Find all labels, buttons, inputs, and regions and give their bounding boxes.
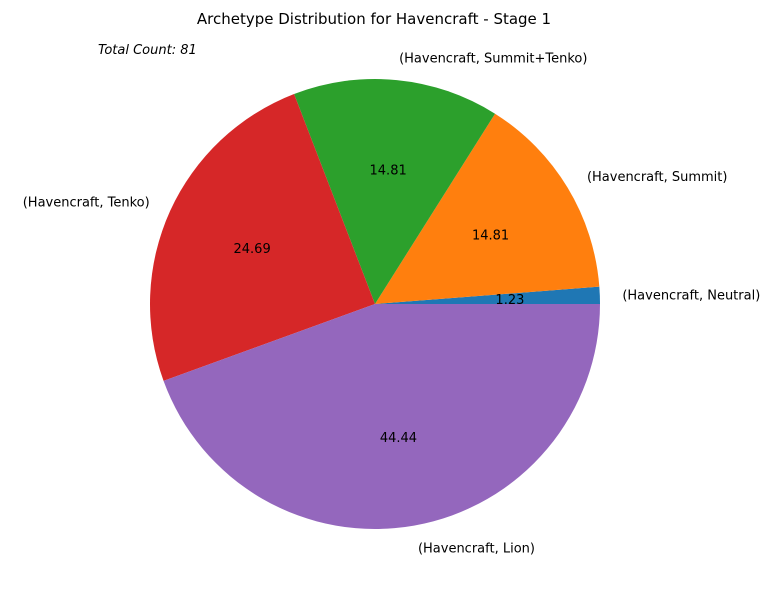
pie-slice [149,94,375,381]
slice-value-label: 24.69 [234,242,271,257]
pie-slice [375,113,600,304]
slice-category-label: (Havencraft, Summit+Tenko) [399,52,587,67]
total-count-annotation: Total Count: 81 [98,43,197,58]
pie-labels: (Havencraft, Neutral) 1.23 (Havencraft, Su… [23,52,761,557]
pie-slice [163,304,600,530]
chart-title: Archetype Distribution for Havencraft - … [197,10,551,28]
slice-value-label: 14.81 [370,164,407,179]
slice-category-label: (Havencraft, Tenko) [23,195,150,210]
pie-slice [375,286,600,304]
pie-slices [149,79,600,530]
slice-value-label: 44.44 [380,431,417,446]
slice-category-label: (Havencraft, Summit) [587,170,728,185]
slice-value-label: 1.23 [495,293,524,308]
pie-slice [294,79,496,304]
slice-category-label: (Havencraft, Lion) [418,542,535,557]
slice-value-label: 14.81 [472,228,509,243]
slice-category-label: (Havencraft, Neutral) [622,288,760,303]
